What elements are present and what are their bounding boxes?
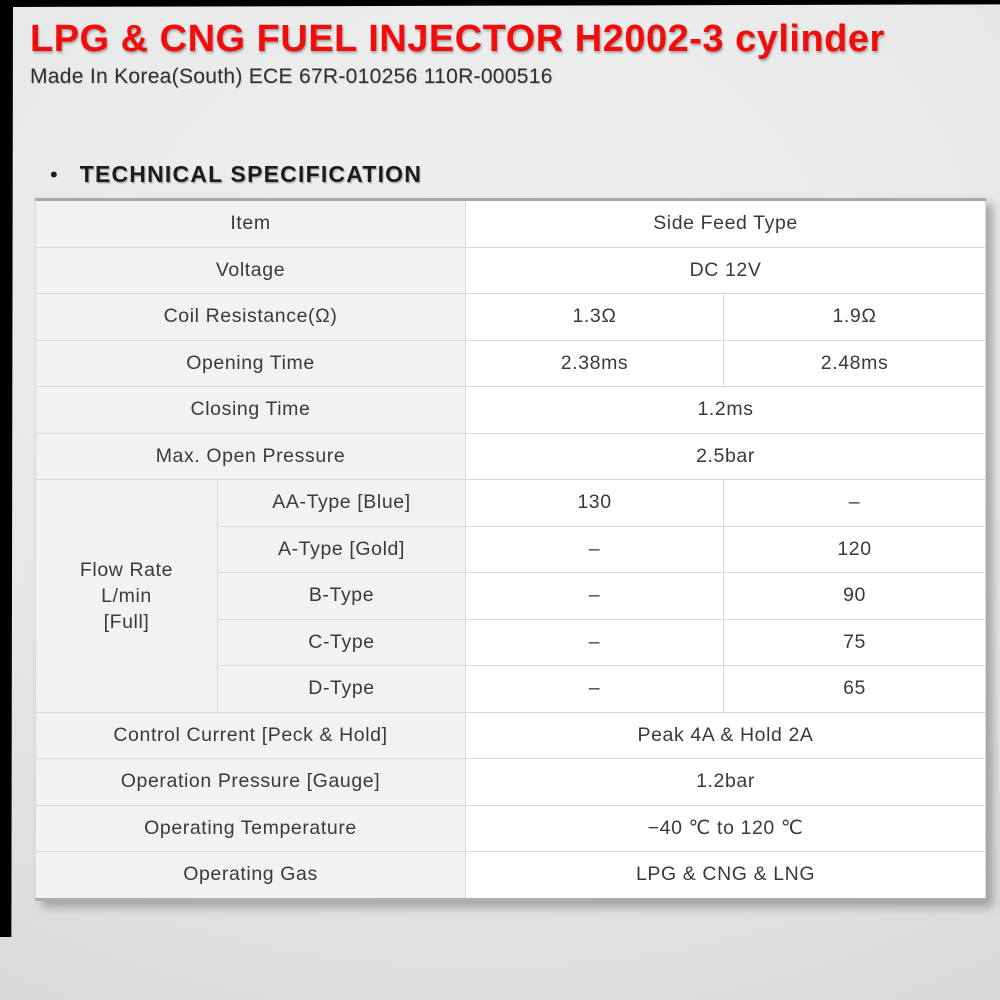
table-row: Operating Temperature −40 ℃ to 120 ℃: [34, 804, 987, 852]
spec-label-cell: Operating Gas: [34, 851, 467, 900]
table-row-flow: C-Type – 75: [36, 618, 987, 666]
spec-value-cell: 2.38ms: [465, 339, 725, 387]
spec-label-cell: Opening Time: [34, 339, 467, 387]
header: LPG & CNG FUEL INJECTOR H2002-3 cylinder…: [30, 16, 885, 89]
table-row: Max. Open Pressure 2.5bar: [34, 432, 987, 480]
photo-frame-top: [0, 0, 1000, 7]
spec-value-cell: 1.2bar: [465, 758, 987, 806]
table-row: Control Current [Peck & Hold] Peak 4A & …: [34, 711, 987, 759]
table-row: Item Side Feed Type: [34, 199, 987, 248]
table-row: Operation Pressure [Gauge] 1.2bar: [34, 758, 987, 806]
flow-rate-label-line: L/min: [101, 584, 152, 607]
spec-table: Item Side Feed Type Voltage DC 12V Coil …: [34, 198, 987, 901]
photo-frame-left: [0, 0, 13, 938]
spec-value-cell: –: [465, 665, 725, 713]
spec-label-cell: Voltage: [34, 246, 467, 294]
spec-value-cell: 65: [723, 665, 987, 713]
spec-value-cell: –: [465, 525, 725, 573]
flow-rate-label-cell: Flow Rate L/min [Full]: [35, 479, 218, 713]
table-row: Voltage DC 12V: [34, 246, 987, 294]
section-heading: • TECHNICAL SPECIFICATION: [50, 161, 422, 188]
flow-rate-label-line: Flow Rate: [79, 558, 174, 581]
table-row-flow: Flow Rate L/min [Full] AA-Type [Blue] 13…: [35, 479, 987, 713]
flow-type-cell: D-Type: [216, 665, 467, 713]
spec-label-cell: Max. Open Pressure: [34, 432, 467, 480]
table-row: Operating Gas LPG & CNG & LNG: [34, 851, 987, 900]
spec-label-cell: Coil Resistance(Ω): [34, 293, 467, 341]
spec-value-cell: 2.5bar: [465, 432, 987, 480]
table-row: Opening Time 2.38ms 2.48ms: [34, 339, 987, 387]
spec-value-cell: 1.3Ω: [465, 293, 725, 341]
spec-label-cell: Operation Pressure [Gauge]: [34, 758, 467, 806]
spec-value-cell: DC 12V: [465, 246, 987, 294]
flow-type-cell: AA-Type [Blue]: [216, 479, 467, 527]
spec-value-cell: −40 ℃ to 120 ℃: [465, 804, 987, 852]
table-row: Closing Time 1.2ms: [34, 386, 987, 434]
flow-rate-label-line: [Full]: [103, 610, 150, 633]
spec-value-cell: –: [465, 572, 725, 620]
spec-value-cell: –: [465, 618, 725, 666]
spec-value-cell: LPG & CNG & LNG: [465, 851, 987, 900]
product-title: LPG & CNG FUEL INJECTOR H2002-3 cylinder: [30, 18, 885, 60]
flow-type-cell: C-Type: [216, 618, 467, 666]
flow-type-cell: A-Type [Gold]: [216, 525, 467, 573]
spec-label-cell: Operating Temperature: [34, 804, 467, 852]
spec-label-cell: Closing Time: [34, 386, 467, 434]
bullet-icon: •: [50, 161, 58, 187]
table-row: Coil Resistance(Ω) 1.3Ω 1.9Ω: [34, 293, 987, 341]
spec-value-cell: 2.48ms: [723, 339, 987, 387]
spec-value-cell: 1.2ms: [465, 386, 987, 434]
spec-value-cell: 130: [465, 479, 725, 527]
section-heading-label: TECHNICAL SPECIFICATION: [79, 161, 423, 187]
spec-value-cell: Peak 4A & Hold 2A: [465, 711, 987, 759]
spec-value-cell: Side Feed Type: [465, 199, 987, 248]
spec-label-cell: Control Current [Peck & Hold]: [34, 711, 467, 759]
spec-value-cell: –: [723, 479, 987, 527]
spec-value-cell: 90: [723, 572, 987, 620]
spec-table-container: Item Side Feed Type Voltage DC 12V Coil …: [34, 198, 987, 901]
spec-value-cell: 1.9Ω: [723, 293, 987, 341]
spec-value-cell: 120: [723, 525, 987, 573]
product-subtitle: Made In Korea(South) ECE 67R-010256 110R…: [30, 65, 553, 88]
spec-value-cell: 75: [723, 618, 987, 666]
flow-type-cell: B-Type: [216, 572, 467, 620]
table-row-flow: D-Type – 65: [36, 665, 987, 713]
table-row-flow: B-Type – 90: [36, 572, 987, 620]
spec-label-cell: Item: [34, 199, 467, 248]
table-row-flow: A-Type [Gold] – 120: [36, 525, 987, 573]
